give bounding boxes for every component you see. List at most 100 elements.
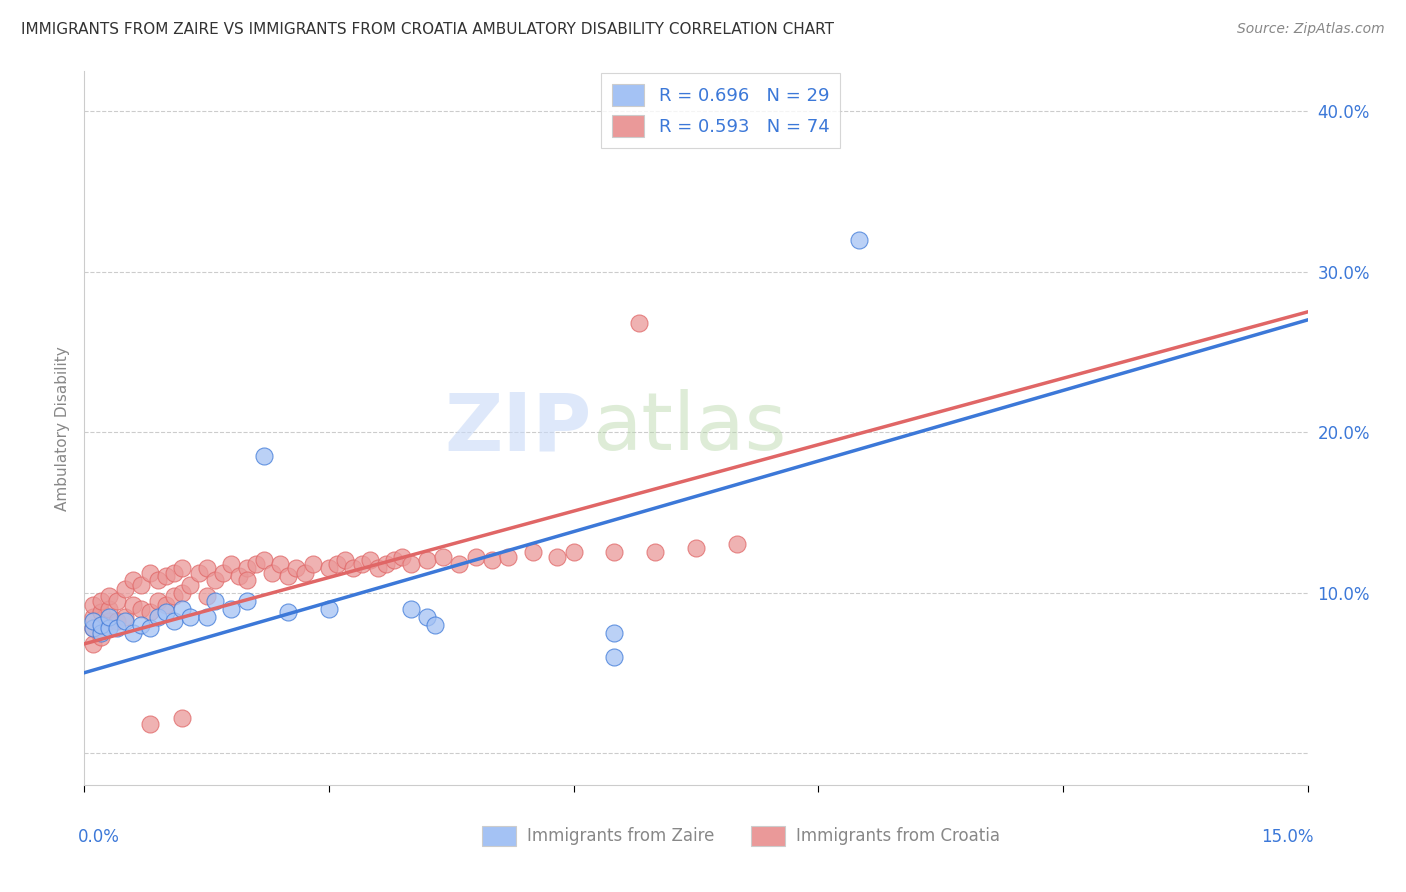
Text: Immigrants from Croatia: Immigrants from Croatia: [796, 827, 1000, 845]
Point: [603, 545, 626, 559]
Point: [285, 561, 308, 575]
Point: [90, 625, 112, 640]
Point: [423, 617, 446, 632]
Point: [359, 553, 381, 567]
Point: [114, 615, 136, 629]
Point: [155, 569, 177, 583]
Point: [90, 593, 112, 607]
Point: [416, 553, 439, 567]
Point: [236, 561, 259, 575]
Point: [253, 553, 276, 567]
Point: [97, 615, 120, 629]
Point: [82, 621, 104, 635]
Point: [219, 557, 242, 571]
Point: [449, 557, 471, 571]
Point: [131, 601, 153, 615]
Point: [498, 550, 520, 565]
Text: 0.0%: 0.0%: [79, 828, 120, 846]
Point: [382, 553, 405, 567]
Point: [253, 449, 276, 463]
Point: [179, 577, 201, 591]
Point: [172, 601, 194, 615]
Point: [318, 561, 340, 575]
Point: [97, 601, 120, 615]
Point: [82, 615, 104, 629]
Text: IMMIGRANTS FROM ZAIRE VS IMMIGRANTS FROM CROATIA AMBULATORY DISABILITY CORRELATI: IMMIGRANTS FROM ZAIRE VS IMMIGRANTS FROM…: [21, 22, 834, 37]
Point: [82, 609, 104, 624]
Point: [187, 566, 209, 581]
Point: [146, 593, 169, 607]
Point: [82, 599, 104, 613]
Point: [131, 577, 153, 591]
Point: [294, 566, 316, 581]
Point: [105, 615, 128, 629]
Point: [318, 601, 340, 615]
Point: [603, 625, 626, 640]
FancyBboxPatch shape: [751, 826, 786, 846]
Point: [131, 617, 153, 632]
Point: [335, 553, 357, 567]
Point: [685, 541, 707, 555]
Point: [204, 573, 226, 587]
Point: [122, 573, 145, 587]
Point: [522, 545, 544, 559]
Point: [260, 566, 283, 581]
Point: [603, 649, 626, 664]
Point: [146, 573, 169, 587]
Point: [212, 566, 235, 581]
Point: [627, 316, 650, 330]
FancyBboxPatch shape: [482, 826, 516, 846]
Point: [416, 609, 439, 624]
Point: [82, 621, 104, 635]
Point: [848, 233, 870, 247]
Point: [97, 609, 120, 624]
Text: 15.0%: 15.0%: [1261, 828, 1313, 846]
Y-axis label: Ambulatory Disability: Ambulatory Disability: [55, 346, 70, 510]
Point: [204, 593, 226, 607]
Text: atlas: atlas: [592, 389, 786, 467]
Point: [326, 557, 349, 571]
Point: [97, 589, 120, 603]
Point: [228, 569, 250, 583]
Point: [219, 601, 242, 615]
Point: [172, 710, 194, 724]
Point: [269, 557, 291, 571]
Point: [155, 599, 177, 613]
Point: [114, 609, 136, 624]
Point: [195, 589, 218, 603]
Point: [399, 601, 422, 615]
Point: [146, 609, 169, 624]
Point: [163, 566, 186, 581]
Point: [105, 593, 128, 607]
Point: [195, 609, 218, 624]
Point: [725, 537, 748, 551]
Point: [236, 573, 259, 587]
Text: Source: ZipAtlas.com: Source: ZipAtlas.com: [1237, 22, 1385, 37]
Point: [122, 599, 145, 613]
Point: [464, 550, 486, 565]
Point: [138, 566, 160, 581]
Point: [301, 557, 323, 571]
Point: [432, 550, 454, 565]
Text: ZIP: ZIP: [444, 389, 592, 467]
Point: [90, 631, 112, 645]
Point: [367, 561, 389, 575]
Point: [399, 557, 422, 571]
Point: [644, 545, 666, 559]
Point: [114, 582, 136, 597]
Point: [90, 605, 112, 619]
Point: [391, 550, 413, 565]
Point: [163, 615, 186, 629]
Point: [375, 557, 398, 571]
Point: [138, 621, 160, 635]
Text: Immigrants from Zaire: Immigrants from Zaire: [527, 827, 714, 845]
Point: [350, 557, 373, 571]
Point: [97, 621, 120, 635]
Point: [90, 617, 112, 632]
Point: [138, 605, 160, 619]
Point: [105, 621, 128, 635]
Point: [236, 593, 259, 607]
Point: [155, 605, 177, 619]
Point: [172, 561, 194, 575]
Point: [172, 585, 194, 599]
